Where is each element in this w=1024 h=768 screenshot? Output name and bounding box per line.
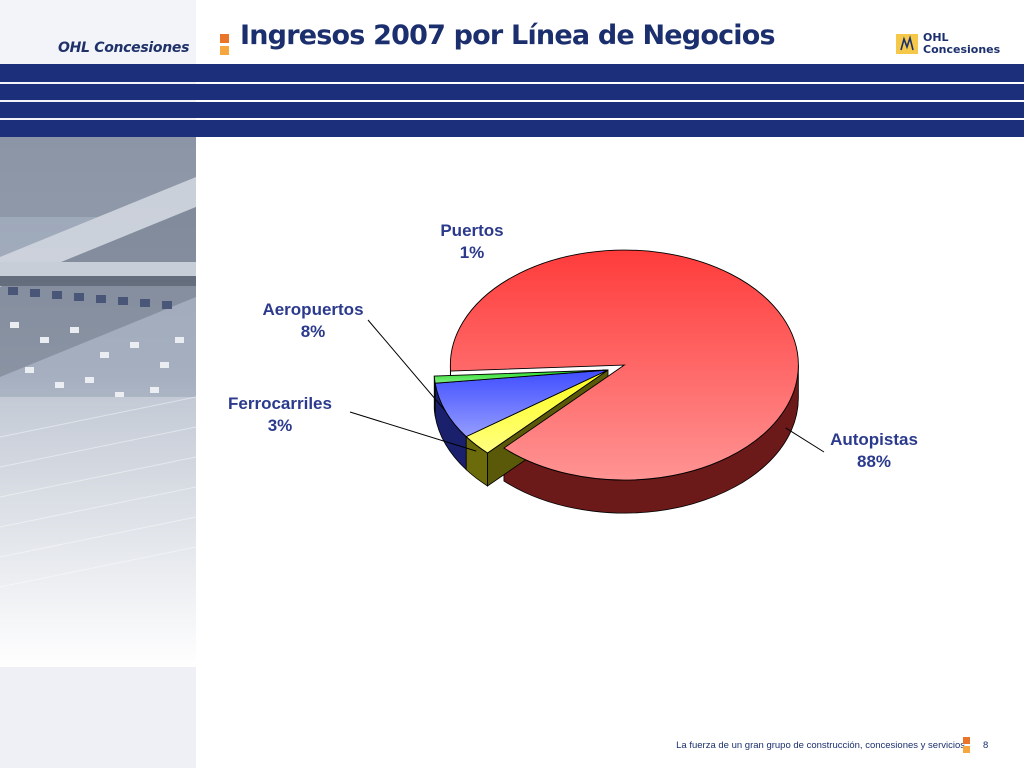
pie-value-puertos: 1% [460,243,485,262]
logo-line1: OHL [923,31,949,44]
footer-tagline: La fuerza de un gran grupo de construcci… [676,740,965,751]
pie-label-puertos: Puertos [440,221,503,240]
pie-value-autopistas: 88% [857,452,891,471]
leader-line-ferrocarriles [349,411,477,452]
pie-label-ferrocarriles: Ferrocarriles [228,394,332,413]
pie-slice-puertos [433,369,609,384]
pie-value-aeropuertos: 8% [301,322,326,341]
leader-line-aeropuertos [367,319,446,412]
revenue-pie-chart: Autopistas 88% Ferrocarriles 3% Aeropuertos 8… [196,137,1024,697]
header-bands [0,64,1024,137]
pie-label-autopistas: Autopistas [830,430,918,449]
logo-line2: Concesiones [923,43,1001,56]
pie-labels: Autopistas 88% Ferrocarriles 3% Aeropuertos 8… [228,221,918,471]
ohl-logo: OHL Concesiones [896,32,1006,58]
pie-tops [433,249,799,481]
logo-text: OHL Concesiones [923,32,1000,56]
footer-bullet-icon [963,737,971,755]
pie-value-ferrocarriles: 3% [268,416,293,435]
pie-label-aeropuertos: Aeropuertos [262,300,363,319]
ohl-logo-icon [896,34,918,54]
pie-slice-autopistas [449,249,799,481]
page-number: 8 [983,740,989,751]
title-bullet-icon [220,34,230,56]
leader-line-autopistas [785,427,825,453]
toll-plaza-photo [0,137,196,667]
brand-name: OHL Concesiones [58,40,190,56]
page-title: Ingresos 2007 por Línea de Negocios [240,20,776,51]
